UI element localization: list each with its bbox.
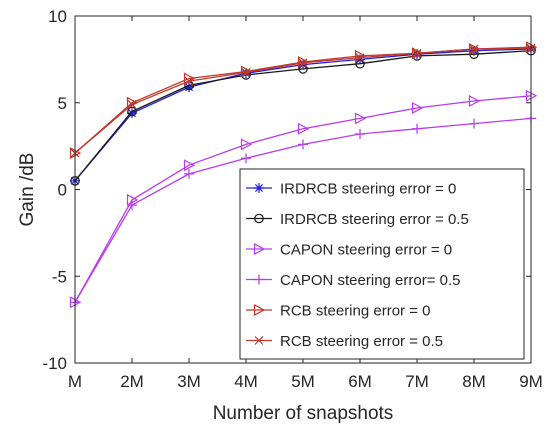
data-point [355, 58, 365, 69]
legend-entry: CAPON steering error= 0.5 [246, 272, 461, 289]
tick-layer: M 2M 3M 4M 5M 6M 7M 8M 9M -10 -5 0 5 10 [42, 7, 542, 391]
legend-label: CAPON steering error= 0.5 [280, 272, 461, 289]
legend-label: RCB steering error = 0.5 [280, 333, 443, 350]
legend-entry: IRDRCB steering error = 0.5 [246, 211, 469, 228]
x-tick-label: 8M [462, 372, 486, 391]
data-point [298, 58, 308, 68]
x-tick-label: 6M [348, 372, 372, 391]
data-point [469, 44, 479, 54]
x-tick-label: 3M [177, 372, 201, 391]
legend-label: IRDRCB steering error = 0 [280, 181, 456, 198]
data-point [412, 48, 422, 58]
legend-entry: CAPON steering error = 0 [246, 242, 452, 259]
y-tick-label: -5 [52, 267, 67, 286]
data-point [469, 118, 479, 129]
legend-marker [254, 183, 264, 193]
data-point [298, 139, 308, 150]
data-point [127, 200, 137, 211]
legend-entry: RCB steering error = 0.5 [246, 333, 443, 350]
y-tick-label: 10 [48, 7, 67, 26]
data-point [412, 123, 422, 134]
data-point [354, 112, 367, 125]
x-tick-label: 9M [519, 372, 543, 391]
x-tick-label: 2M [120, 372, 144, 391]
legend-label: CAPON steering error = 0 [280, 242, 452, 259]
data-point [355, 53, 365, 63]
data-point [127, 106, 137, 117]
data-point [240, 138, 253, 151]
data-point [241, 153, 251, 164]
y-tick-label: -10 [42, 354, 67, 373]
legend-marker [253, 304, 266, 316]
data-point [468, 95, 481, 108]
data-point [183, 159, 196, 172]
data-point [241, 67, 251, 77]
data-point [127, 108, 137, 119]
series-line [74, 95, 532, 303]
legend-entry: IRDRCB steering error = 0 [246, 181, 456, 198]
data-point [184, 168, 194, 179]
legend-marker [254, 336, 264, 345]
legend-label: IRDRCB steering error = 0.5 [280, 211, 469, 228]
data-point [355, 128, 365, 139]
y-tick-label: 5 [58, 94, 67, 113]
data-point [184, 76, 194, 86]
legend: IRDRCB steering error = 0 IRDRCB steering… [239, 168, 525, 360]
legend-marker [253, 243, 266, 255]
x-tick-label: 5M [291, 372, 315, 391]
series-line [74, 50, 532, 182]
data-point [297, 122, 310, 135]
series-3 [69, 89, 538, 309]
legend-marker [254, 213, 264, 224]
x-tick-label: 4M [234, 372, 258, 391]
data-point [184, 82, 194, 93]
legend-entry: RCB steering error = 0 [246, 303, 430, 320]
x-axis-label: Number of snapshots [213, 403, 394, 424]
legend-label: RCB steering error = 0 [280, 303, 430, 320]
data-point [469, 45, 479, 56]
x-tick-label: M [68, 372, 82, 391]
data-point [241, 68, 251, 79]
data-point [240, 65, 253, 78]
data-point [411, 101, 424, 114]
legend-box [239, 168, 525, 360]
legend-marker [254, 274, 264, 285]
y-axis-label: Gain /dB [17, 153, 38, 227]
data-point [127, 100, 137, 109]
y-tick-label: 0 [58, 181, 67, 200]
x-tick-label: 7M [405, 372, 429, 391]
data-point [297, 55, 310, 68]
data-point [412, 49, 422, 60]
